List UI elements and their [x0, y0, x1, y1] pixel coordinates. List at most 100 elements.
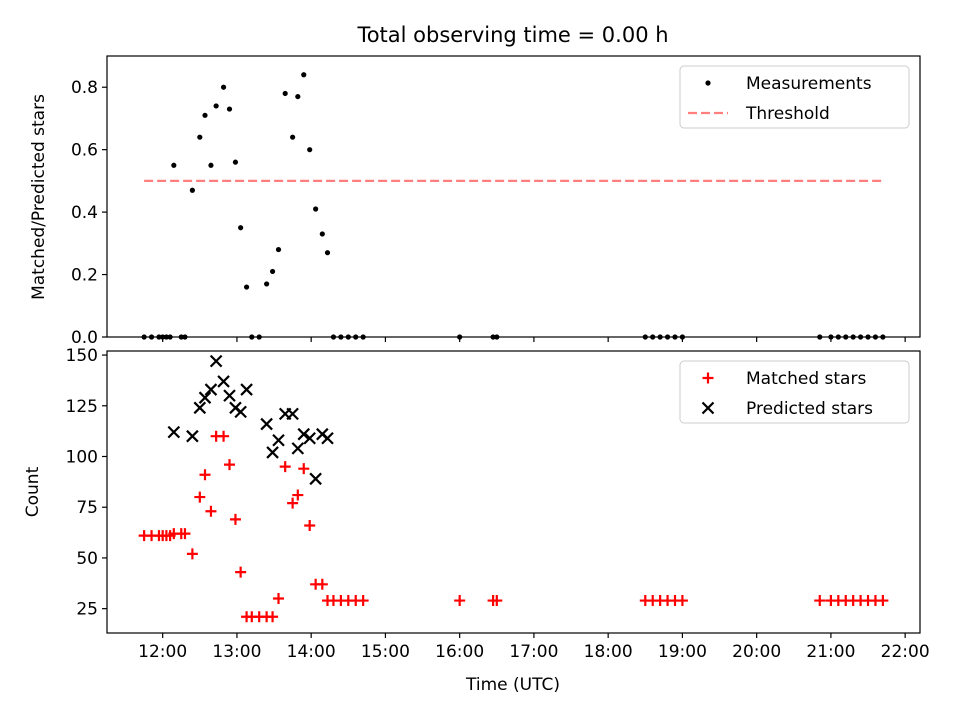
- legend-label: Predicted stars: [746, 399, 873, 419]
- measurement-point: [313, 206, 319, 212]
- matched-stars-point: [235, 566, 247, 578]
- measurement-point: [182, 334, 188, 340]
- measurement-point: [256, 334, 262, 340]
- matched-stars-point: [205, 505, 217, 517]
- legend-marker: [702, 372, 714, 384]
- matched-stars-point: [218, 430, 230, 442]
- matched-stars-point: [304, 519, 316, 531]
- measurement-point: [202, 112, 208, 118]
- predicted-stars-point: [297, 427, 311, 441]
- x-tick-label: 13:00: [212, 642, 261, 662]
- measurement-point: [324, 250, 331, 256]
- x-tick-label: 18:00: [584, 642, 633, 662]
- legend-label: Measurements: [746, 74, 872, 94]
- predicted-stars-point: [321, 431, 334, 445]
- matched-stars-point: [224, 459, 236, 471]
- predicted-stars-point: [209, 354, 223, 368]
- measurement-point: [249, 334, 255, 340]
- measurement-point: [226, 106, 233, 112]
- predicted-stars-point: [260, 417, 273, 431]
- y-tick-label: 150: [66, 346, 98, 366]
- measurement-point: [290, 134, 296, 140]
- x-tick-label: 21:00: [806, 642, 855, 662]
- legend-marker: [705, 80, 711, 86]
- measurement-point: [657, 334, 663, 340]
- legend-box: [679, 65, 910, 129]
- measurement-point: [148, 334, 155, 340]
- matched-stars-point: [179, 528, 191, 540]
- y-tick-label: 25: [76, 600, 98, 620]
- matched-stars-point: [491, 595, 503, 607]
- measurement-point: [345, 334, 351, 340]
- measurement-point: [494, 334, 500, 340]
- measurement-point: [319, 231, 325, 237]
- y-tick-label: 50: [76, 549, 98, 569]
- matched-stars-point: [287, 497, 299, 509]
- measurement-point: [141, 334, 147, 340]
- measurement-point: [189, 187, 195, 193]
- measurement-point: [650, 334, 656, 340]
- matched-stars-point: [877, 595, 889, 607]
- x-tick-label: 22:00: [881, 642, 930, 662]
- measurement-point: [850, 334, 856, 340]
- measurement-point: [208, 162, 214, 168]
- measurement-point: [307, 147, 313, 153]
- measurement-point: [220, 84, 227, 90]
- matched-stars-point: [199, 469, 211, 481]
- matched-stars-point: [279, 461, 291, 473]
- predicted-stars-point: [234, 405, 247, 419]
- measurement-point: [232, 159, 239, 165]
- x-axis-label: Time (UTC): [465, 675, 560, 695]
- measurement-point: [360, 334, 366, 340]
- measurement-point: [353, 334, 359, 340]
- matched-stars-point: [454, 595, 466, 607]
- measurement-point: [865, 334, 871, 340]
- measurement-point: [858, 334, 864, 340]
- measurement-point: [872, 334, 879, 340]
- y-tick-label: 100: [66, 447, 98, 467]
- matched-stars-point: [273, 593, 285, 605]
- measurement-point: [156, 334, 162, 340]
- y-tick-label: 0.2: [71, 266, 98, 286]
- measurement-point: [301, 72, 307, 78]
- measurement-point: [160, 334, 166, 340]
- predicted-stars-point: [303, 431, 316, 445]
- measurement-point: [295, 93, 301, 100]
- measurement-point: [672, 334, 678, 340]
- y-tick-label: 75: [76, 498, 98, 518]
- predicted-stars-point: [198, 391, 212, 404]
- measurement-point: [264, 281, 270, 287]
- matched-stars-point: [676, 595, 688, 607]
- predicted-stars-point: [193, 401, 207, 415]
- predicted-stars-point: [286, 407, 299, 421]
- matched-stars-point: [186, 548, 198, 560]
- x-tick-label: 12:00: [138, 642, 187, 662]
- measurement-point: [238, 225, 244, 231]
- measurement-point: [282, 90, 288, 97]
- measurement-point: [679, 334, 686, 340]
- y-tick-label: 0.6: [71, 141, 98, 161]
- matched-stars-point: [357, 595, 369, 607]
- predicted-stars-point: [240, 383, 253, 396]
- predicted-stars-point: [217, 375, 230, 388]
- measurement-point: [269, 268, 276, 275]
- y-tick-label: 0.8: [71, 78, 98, 98]
- measurement-point: [167, 334, 173, 340]
- measurement-point: [213, 103, 219, 109]
- x-tick-label: 17:00: [509, 642, 558, 662]
- measurement-point: [457, 334, 463, 340]
- measurement-point: [197, 134, 203, 140]
- x-tick-label: 16:00: [435, 642, 484, 662]
- measurement-point: [243, 284, 250, 290]
- legend-label: Threshold: [745, 104, 830, 124]
- measurement-point: [330, 334, 337, 340]
- matched-stars-point: [292, 489, 304, 501]
- legend-marker: [701, 401, 715, 415]
- measurement-point: [843, 334, 849, 340]
- predicted-stars-point: [204, 383, 218, 396]
- measurement-point: [642, 334, 648, 340]
- measurement-point: [163, 334, 169, 340]
- legend-label: Matched stars: [746, 369, 866, 389]
- y-axis-label-top: Matched/Predicted stars: [29, 94, 49, 300]
